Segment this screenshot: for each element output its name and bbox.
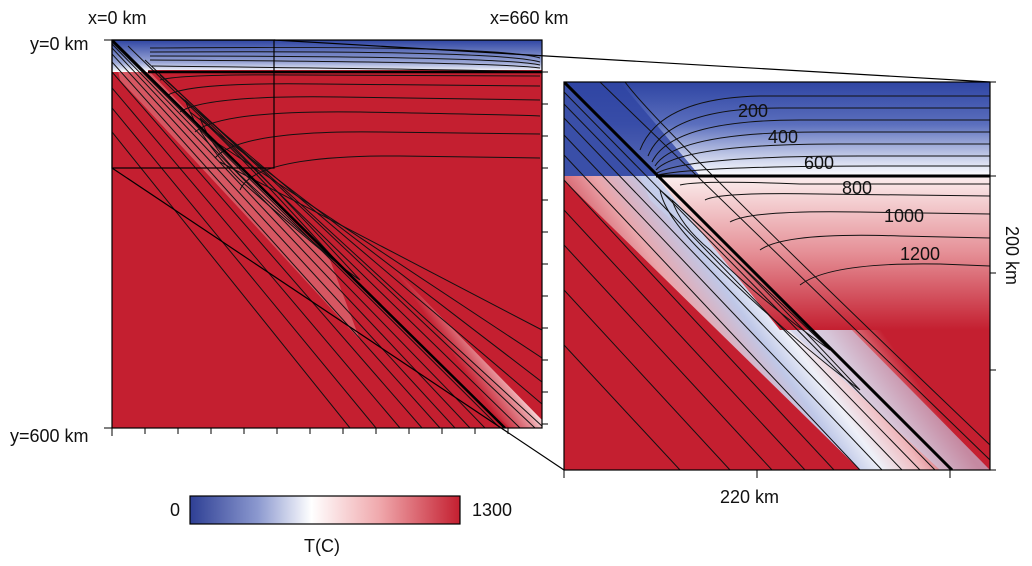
zoom-connector-lines (111, 39, 991, 471)
left-panel-ticks (104, 39, 548, 436)
right-y-label: 200 km (1002, 226, 1022, 286)
contour-label-400: 400 (768, 127, 799, 147)
right-x-label: 220 km (720, 487, 780, 507)
colorbar-max-label: 1300 (472, 500, 513, 520)
contour-label-1200: 1200 (900, 244, 941, 264)
right-panel-frame (563, 81, 991, 471)
contour-label-200: 200 (738, 101, 769, 121)
zoom-region-box (111, 39, 275, 169)
contour-label-800: 800 (842, 178, 873, 198)
left-y-top-label: y=0 km (30, 34, 89, 54)
contour-label-1000: 1000 (884, 206, 925, 226)
contour-label-600: 600 (804, 153, 835, 173)
left-x-start-label: x=0 km (88, 8, 147, 28)
left-y-bottom-label: y=600 km (10, 426, 89, 446)
right-panel-ticks (563, 81, 996, 478)
left-temperature-panel (112, 40, 542, 428)
left-panel-frame (111, 39, 543, 429)
right-temperature-panel (564, 82, 990, 470)
colorbar (189, 495, 461, 525)
left-x-end-label: x=660 km (490, 8, 569, 28)
colorbar-title: T(C) (304, 536, 340, 556)
colorbar-min-label: 0 (170, 500, 181, 520)
